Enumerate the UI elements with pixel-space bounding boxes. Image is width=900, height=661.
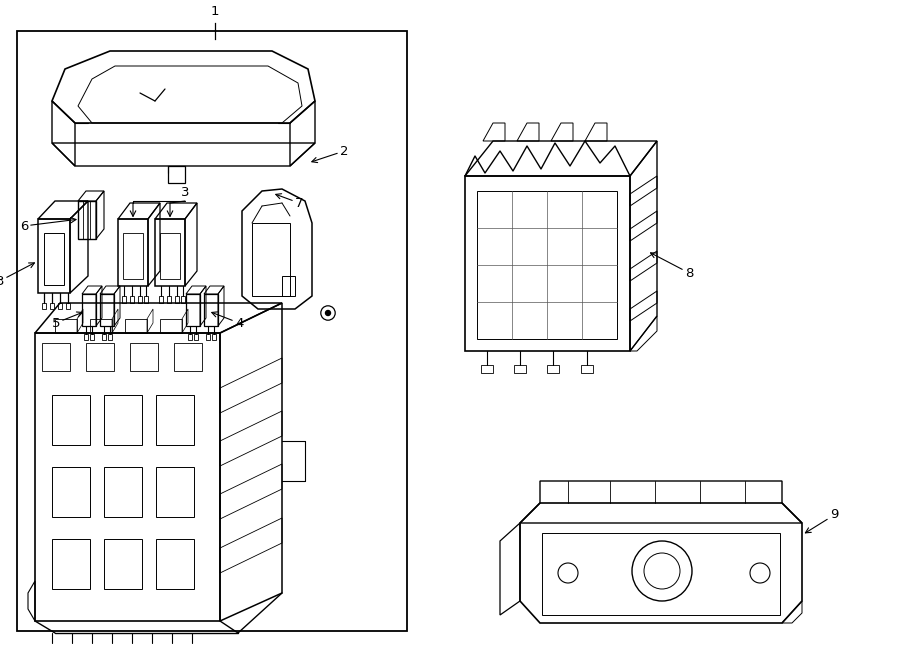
Text: 2: 2 [311, 145, 348, 163]
Text: 3: 3 [0, 263, 34, 288]
Text: 5: 5 [51, 312, 82, 329]
Text: 4: 4 [212, 312, 243, 329]
Text: 8: 8 [651, 253, 693, 280]
Circle shape [326, 311, 330, 315]
Text: 6: 6 [20, 217, 76, 233]
Text: 9: 9 [806, 508, 839, 533]
Text: 7: 7 [275, 194, 303, 210]
Text: 1: 1 [211, 5, 220, 18]
Text: 3: 3 [181, 186, 189, 199]
